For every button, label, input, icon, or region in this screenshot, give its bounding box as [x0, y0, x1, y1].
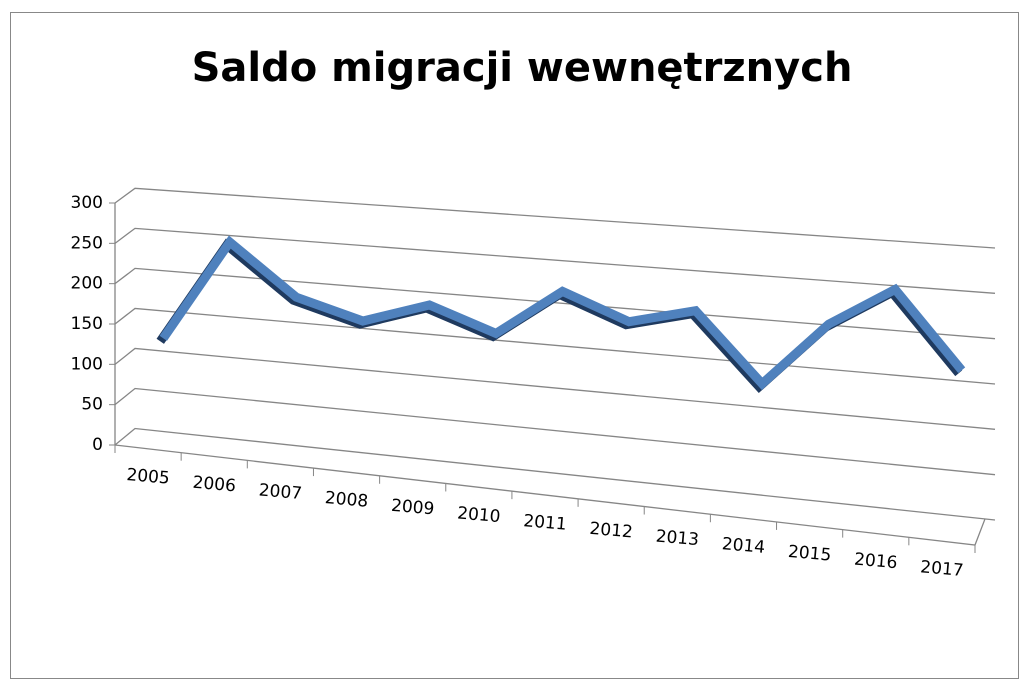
y-tick-label: 200 — [71, 274, 103, 294]
x-tick-label: 2011 — [523, 511, 568, 535]
grid-line — [114, 307, 996, 385]
grid-line — [114, 427, 996, 521]
chart-border — [10, 12, 1019, 679]
x-tick-label: 2008 — [324, 488, 369, 512]
x-tick-label: 2014 — [721, 534, 766, 558]
y-tick-label: 150 — [71, 314, 103, 334]
x-tick-label: 2007 — [258, 480, 303, 504]
y-tick-label: 250 — [71, 233, 103, 253]
x-tick-label: 2015 — [787, 542, 832, 566]
grid-line — [114, 347, 996, 430]
chart-title: Saldo migracji wewnętrznych — [192, 45, 853, 91]
grid-line — [114, 387, 996, 476]
x-tick-label: 2005 — [126, 465, 171, 489]
y-tick-label: 0 — [92, 435, 103, 455]
x-tick-label: 2013 — [655, 527, 700, 551]
x-tick-label: 2016 — [853, 550, 898, 574]
grid-line — [114, 267, 996, 340]
series-line — [159, 235, 966, 391]
x-tick-label: 2006 — [192, 473, 237, 497]
grid-line — [114, 227, 996, 294]
y-tick-label: 100 — [71, 354, 103, 374]
x-tick-label: 2017 — [920, 557, 965, 581]
y-tick-label: 50 — [81, 395, 103, 415]
x-tick-label: 2012 — [589, 519, 634, 543]
y-tick-label: 300 — [71, 193, 103, 213]
x-tick-label: 2010 — [456, 503, 501, 527]
grid-line — [114, 187, 996, 249]
x-tick-label: 2009 — [390, 496, 435, 520]
